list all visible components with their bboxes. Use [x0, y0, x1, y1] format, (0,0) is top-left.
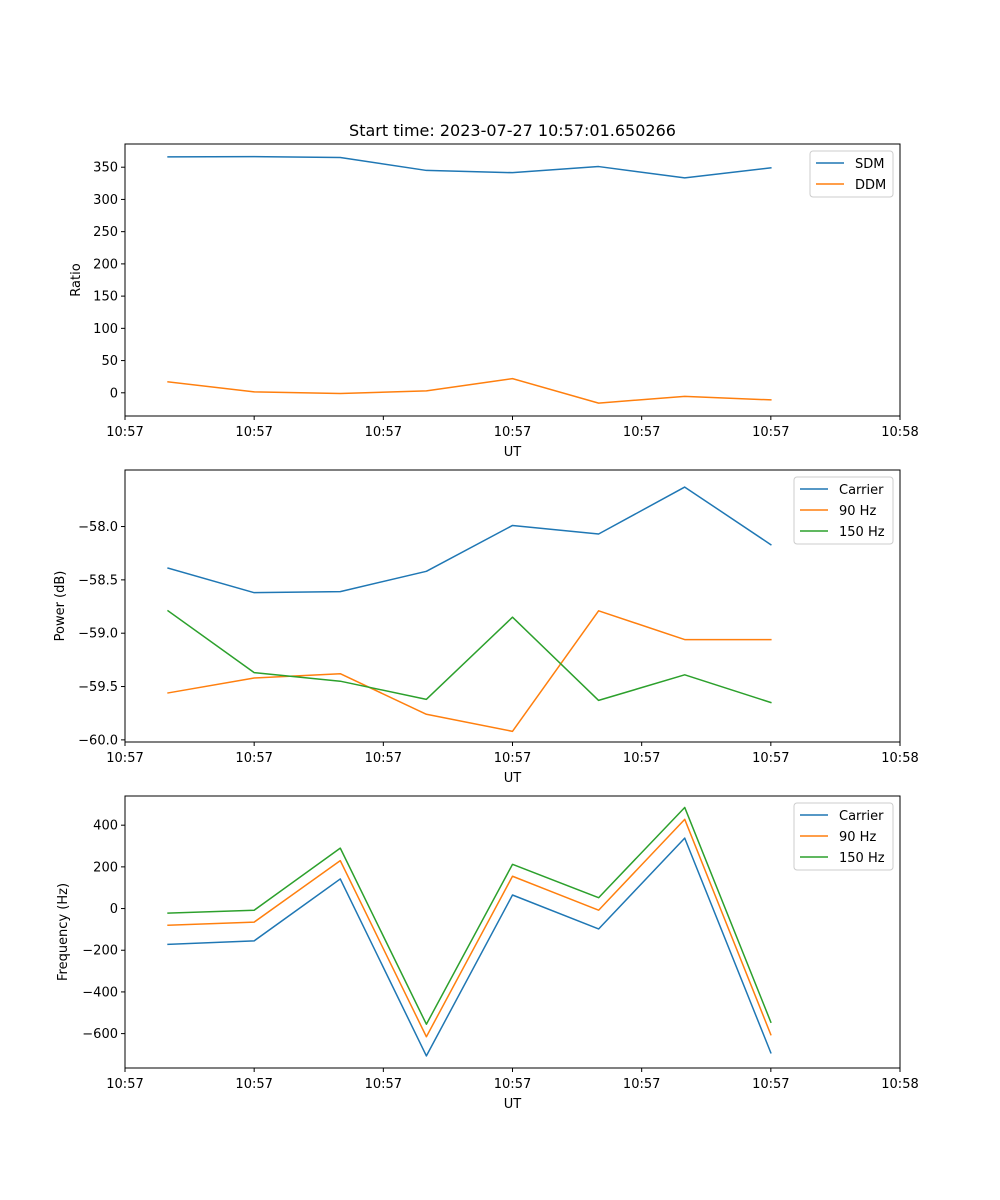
ratio-x-tick-label: 10:58: [881, 425, 918, 440]
ratio-x-tick-label: 10:57: [365, 425, 402, 440]
power-x-tick-label: 10:58: [881, 751, 918, 766]
power-x-tick-label: 10:57: [494, 751, 531, 766]
power-series-line-150hz: [167, 609, 772, 704]
frequency-x-tick-label: 10:57: [235, 1077, 272, 1092]
frequency-series-line-150hz: [167, 806, 772, 1025]
ratio-marks: 10:57 10:57 10:57 10:57 10:57 10:57 10:58 0 50 10…: [93, 155, 919, 440]
ratio-legend-label-ddm: DDM: [855, 178, 886, 193]
frequency-marks: 10:57 10:57 10:57 10:57 10:57 10:57 10:58 −600 −…: [82, 806, 919, 1092]
ratio-x-tick-label: 10:57: [235, 425, 272, 440]
frequency-x-tick-label: 10:57: [494, 1077, 531, 1092]
power-legend-label-carrier: Carrier: [839, 483, 884, 498]
power-x-tick-label: 10:57: [235, 751, 272, 766]
ratio-legend: SDM DDM: [809, 150, 894, 198]
ratio-x-axis-label: UT: [504, 445, 522, 460]
frequency-legend-label-90hz: 90 Hz: [839, 830, 876, 845]
frequency-x-tick-label: 10:57: [106, 1077, 143, 1092]
power-axes-frame: [124, 469, 901, 743]
power-series-line-carrier: [167, 486, 772, 594]
frequency-y-tick-label: 200: [93, 860, 118, 875]
frequency-y-tick-label: −400: [82, 985, 118, 1000]
frequency-legend-label-150hz: 150 Hz: [839, 851, 885, 866]
frequency-y-axis-label: Frequency (Hz): [56, 883, 71, 981]
frequency-legend-label-carrier: Carrier: [839, 809, 884, 824]
frequency-x-tick-label: 10:57: [365, 1077, 402, 1092]
ratio-x-tick-label: 10:57: [494, 425, 531, 440]
power-legend-box: [793, 476, 894, 545]
power-marks: 10:57 10:57 10:57 10:57 10:57 10:57 10:58 −60.0…: [78, 486, 919, 766]
ratio-x-tick-label: 10:57: [623, 425, 660, 440]
frequency-legend: Carrier 90 Hz 150 Hz: [793, 802, 894, 871]
frequency-legend-box: [793, 802, 894, 871]
power-x-axis-label: UT: [504, 771, 522, 786]
ratio-y-tick-label: 100: [93, 322, 118, 337]
power-x-tick-label: 10:57: [365, 751, 402, 766]
frequency-y-tick-label: 0: [110, 902, 118, 917]
ratio-y-tick-label: 0: [110, 386, 118, 401]
ratio-y-tick-label: 250: [93, 225, 118, 240]
ratio-series-line-sdm: [167, 155, 772, 179]
ratio-y-tick-label: 200: [93, 257, 118, 272]
subplot-frequency: 10:57 10:57 10:57 10:57 10:57 10:57 10:58 −600 −…: [56, 795, 919, 1112]
power-series-line-90hz: [167, 610, 772, 733]
frequency-series-line-90hz: [167, 818, 772, 1038]
power-legend: Carrier 90 Hz 150 Hz: [793, 476, 894, 545]
ratio-y-tick-label: 150: [93, 290, 118, 305]
power-x-tick-label: 10:57: [106, 751, 143, 766]
ratio-y-tick-label: 350: [93, 161, 118, 176]
power-legend-label-90hz: 90 Hz: [839, 504, 876, 519]
frequency-x-axis-label: UT: [504, 1097, 522, 1112]
frequency-series-line-carrier: [167, 837, 772, 1057]
power-y-tick-label: −58.0: [78, 520, 118, 535]
power-y-tick-label: −58.5: [78, 573, 118, 588]
ratio-y-tick-label: 300: [93, 193, 118, 208]
frequency-y-tick-label: 400: [93, 819, 118, 834]
frequency-axes-frame: [124, 795, 901, 1069]
power-y-tick-label: −60.0: [78, 733, 118, 748]
frequency-x-tick-label: 10:58: [881, 1077, 918, 1092]
ratio-y-axis-label: Ratio: [69, 263, 84, 296]
frequency-y-tick-label: −600: [82, 1027, 118, 1042]
chart-title: Start time: 2023-07-27 10:57:01.650266: [349, 121, 676, 140]
power-x-tick-label: 10:57: [623, 751, 660, 766]
subplot-ratio: Start time: 2023-07-27 10:57:01.650266 1…: [69, 121, 919, 460]
ratio-y-tick-label: 50: [101, 354, 118, 369]
ratio-axes-frame: [124, 143, 901, 417]
ratio-legend-label-sdm: SDM: [855, 157, 884, 172]
frequency-x-tick-label: 10:57: [752, 1077, 789, 1092]
frequency-x-tick-label: 10:57: [623, 1077, 660, 1092]
power-y-tick-label: −59.0: [78, 627, 118, 642]
ratio-x-tick-label: 10:57: [106, 425, 143, 440]
frequency-y-tick-label: −200: [82, 944, 118, 959]
power-legend-label-150hz: 150 Hz: [839, 525, 885, 540]
power-y-tick-label: −59.5: [78, 680, 118, 695]
power-y-axis-label: Power (dB): [53, 571, 68, 642]
power-x-tick-label: 10:57: [752, 751, 789, 766]
ratio-x-tick-label: 10:57: [752, 425, 789, 440]
subplot-power: 10:57 10:57 10:57 10:57 10:57 10:57 10:58 −60.0…: [53, 469, 919, 786]
ratio-series-line-ddm: [167, 377, 772, 404]
